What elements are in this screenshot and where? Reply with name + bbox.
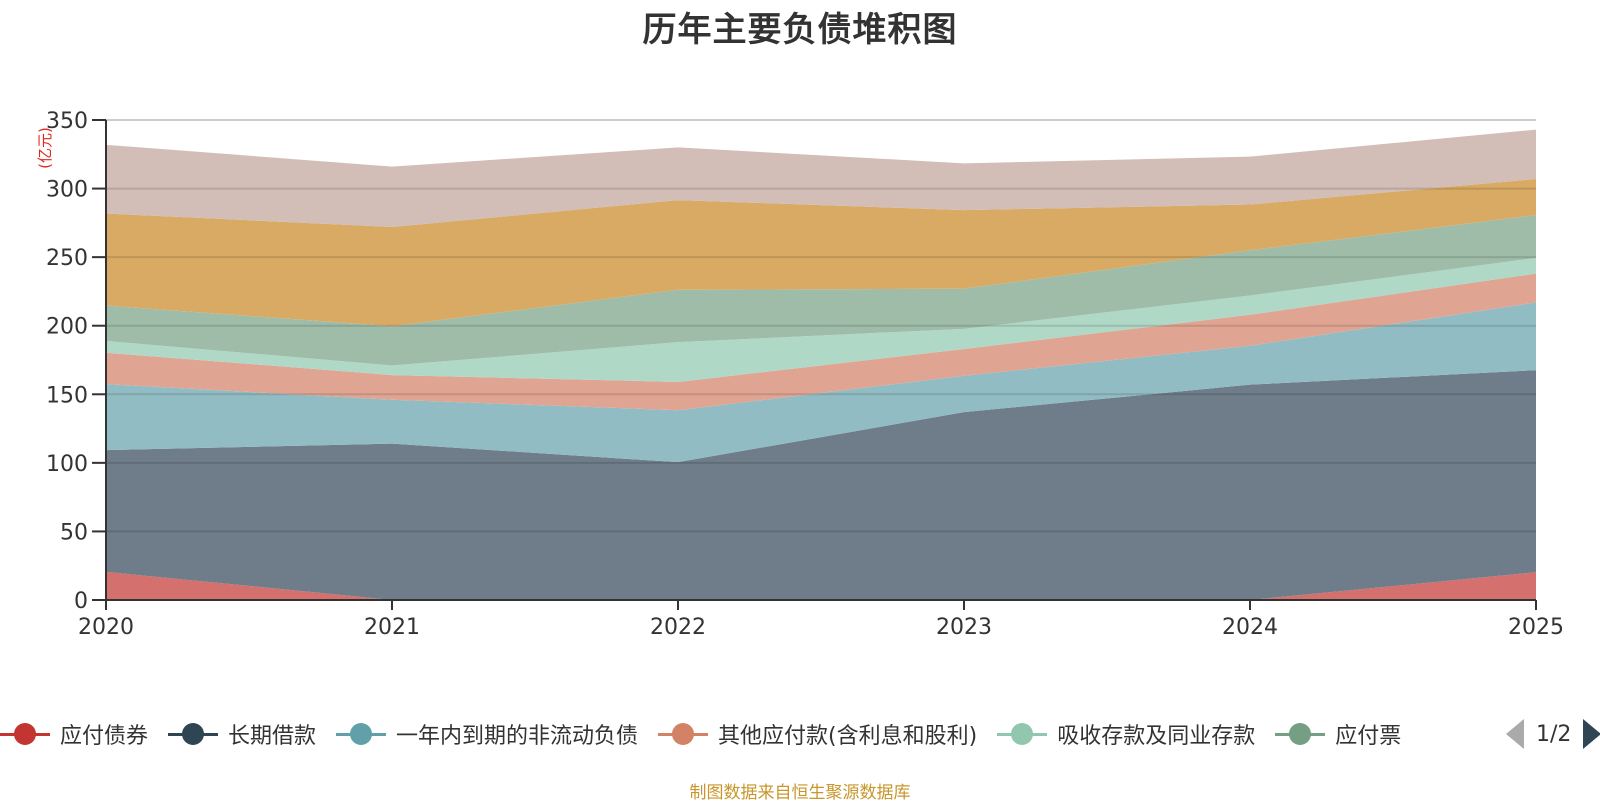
legend-page-indicator: 1/2 <box>1536 721 1572 747</box>
x-tick-label: 2023 <box>936 615 992 640</box>
y-tick-label: 100 <box>46 452 88 477</box>
legend-marker-icon <box>997 722 1048 746</box>
axes: 0 50 100 150 200 250 300 350 2020 2021 2022 2023 202… <box>46 109 1564 640</box>
legend-marker-icon <box>1275 722 1326 746</box>
x-tick-label: 2021 <box>364 615 420 640</box>
legend-pager: 1/2 <box>1502 716 1600 752</box>
legend-marker-icon <box>0 722 50 746</box>
legend-label: 应付债券 <box>60 724 149 749</box>
x-tick-label: 2024 <box>1222 615 1278 640</box>
legend-label: 应付票 <box>1335 724 1402 749</box>
y-tick-label: 0 <box>74 589 88 614</box>
legend-item[interactable]: 吸收存款及同业存款 <box>997 718 1255 750</box>
legend-item[interactable]: 一年内到期的非流动负债 <box>336 718 638 750</box>
chart-plot: 0 50 100 150 200 250 300 350 2020 2021 2022 2023 202… <box>36 109 1564 640</box>
area-series-5 <box>106 215 1536 366</box>
area-series-1 <box>106 370 1536 600</box>
y-tick-label: 150 <box>46 383 88 408</box>
legend-marker-icon <box>168 722 219 746</box>
y-tick-label: 300 <box>46 178 88 203</box>
x-tick-label: 2022 <box>650 615 706 640</box>
legend-marker-icon <box>658 722 709 746</box>
y-axis-unit-label: (亿元) <box>36 127 54 169</box>
y-tick-label: 350 <box>46 109 88 134</box>
legend-label: 吸收存款及同业存款 <box>1057 724 1256 749</box>
legend-label: 一年内到期的非流动负债 <box>396 724 639 749</box>
area-series-2 <box>106 302 1536 463</box>
area-series-6 <box>106 178 1536 327</box>
area-series-4 <box>106 257 1536 382</box>
triangle-right-icon[interactable] <box>1583 719 1600 749</box>
x-tick-label: 2020 <box>78 615 134 640</box>
y-tick-label: 250 <box>46 246 88 271</box>
legend-item[interactable]: 应付债券 <box>0 718 148 750</box>
legend-item[interactable]: 其他应付款(含利息和股利) <box>658 718 977 750</box>
y-tick-label: 50 <box>60 520 88 545</box>
legend: 应付债券 长期借款 一年内到期的非流动负债 其他应付款(含利息和股利) 吸收存款及同业存… <box>0 712 1600 756</box>
legend-marker-icon <box>336 722 387 746</box>
chart-title: 历年主要负债堆积图 <box>642 10 958 50</box>
triangle-left-icon[interactable] <box>1506 719 1524 749</box>
area-series-3 <box>106 273 1536 411</box>
legend-label: 长期借款 <box>228 724 317 749</box>
legend-label: 其他应付款(含利息和股利) <box>718 724 978 749</box>
x-tick-label: 2025 <box>1508 615 1564 640</box>
data-source-note: 制图数据来自恒生聚源数据库 <box>689 783 911 803</box>
legend-item[interactable]: 应付票 <box>1275 718 1401 750</box>
area-series-7 <box>106 129 1536 227</box>
area-series-0 <box>106 571 1536 600</box>
stacked-areas <box>106 129 1536 600</box>
y-tick-label: 200 <box>46 315 88 340</box>
legend-item[interactable]: 长期借款 <box>168 718 316 750</box>
